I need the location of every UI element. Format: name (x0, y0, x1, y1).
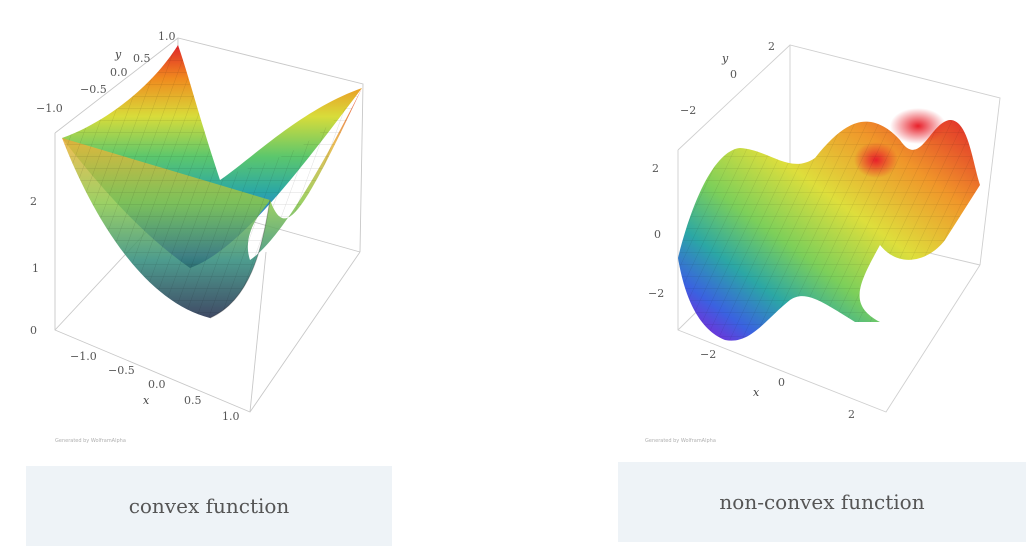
nonconvex-z-tick: −2 (648, 287, 664, 300)
nonconvex-z-tick: 2 (652, 162, 659, 175)
nonconvex-plot-panel: 2 0 −2 2 0 −2 y −2 0 2 x Generated by Wo… (600, 0, 1036, 560)
nonconvex-x-tick: 0 (778, 376, 785, 389)
convex-surface-plot: 2 1 0 1.0 0.5 0.0 −0.5 −1.0 y −1.0 −0.5 … (30, 30, 364, 444)
nonconvex-caption-text: non-convex function (719, 490, 925, 514)
convex-y-tick: −1.0 (36, 102, 63, 115)
convex-y-tick: 0.0 (110, 66, 128, 79)
nonconvex-credit: Generated by WolframAlpha (645, 438, 716, 444)
convex-y-tick: −0.5 (80, 83, 107, 96)
convex-x-tick: 0.5 (184, 394, 202, 407)
convex-z-tick: 1 (32, 262, 39, 275)
convex-x-tick: −0.5 (108, 364, 135, 377)
nonconvex-y-axis-label: y (721, 52, 729, 65)
convex-x-tick: 0.0 (148, 378, 166, 391)
convex-y-axis-label: y (114, 48, 122, 61)
convex-y-tick: 1.0 (158, 30, 176, 43)
convex-z-tick: 0 (30, 324, 37, 337)
nonconvex-y-tick: 2 (768, 40, 775, 53)
nonconvex-surface-plot: 2 0 −2 2 0 −2 y −2 0 2 x Generated by Wo… (645, 40, 1001, 444)
convex-credit: Generated by WolframAlpha (55, 438, 126, 444)
convex-x-tick: −1.0 (70, 350, 97, 363)
convex-caption-text: convex function (128, 494, 290, 518)
convex-plot-panel: 2 1 0 1.0 0.5 0.0 −0.5 −1.0 y −1.0 −0.5 … (0, 0, 420, 560)
nonconvex-x-tick: 2 (848, 408, 855, 421)
nonconvex-y-tick: 0 (730, 68, 737, 81)
convex-x-axis-label: x (143, 394, 150, 407)
convex-y-tick: 0.5 (133, 52, 151, 65)
nonconvex-caption-box: non-convex function (618, 462, 1026, 542)
nonconvex-z-tick: 0 (654, 228, 661, 241)
convex-z-tick: 2 (30, 195, 37, 208)
convex-caption-box: convex function (26, 466, 392, 546)
convex-x-tick: 1.0 (222, 410, 240, 423)
nonconvex-x-axis-label: x (753, 386, 760, 399)
nonconvex-y-tick: −2 (680, 104, 696, 117)
nonconvex-x-tick: −2 (700, 348, 716, 361)
